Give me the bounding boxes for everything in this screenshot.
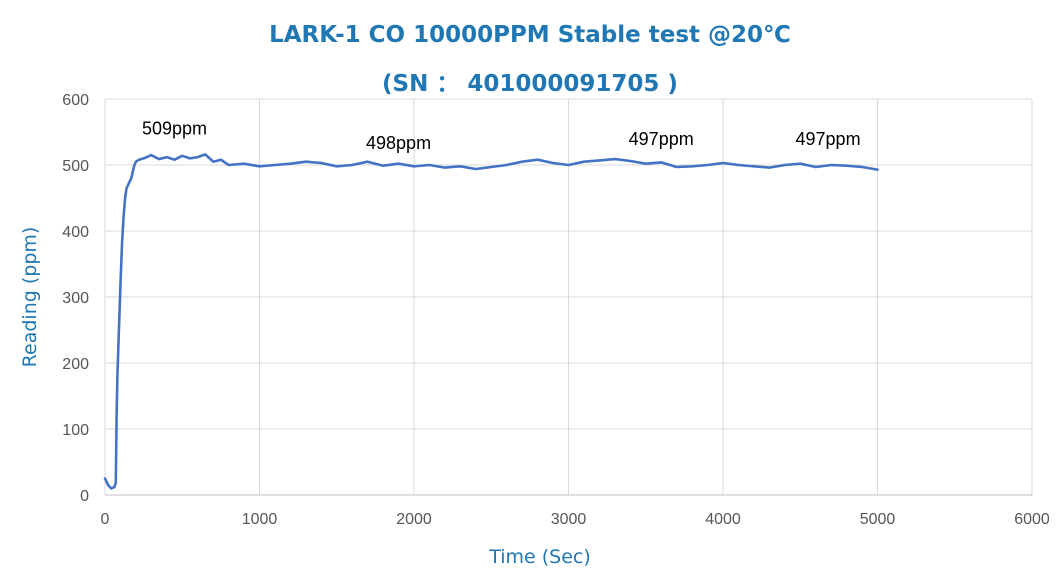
x-axis-ticks: 0 1000 2000 3000 4000 5000 6000 bbox=[101, 511, 1050, 528]
chart-title: LARK-1 CO 10000PPM Stable test @20℃ bbox=[269, 22, 791, 48]
x-tick-label: 0 bbox=[101, 511, 110, 528]
x-axis-label: Time (Sec) bbox=[488, 546, 591, 568]
series-line bbox=[103, 153, 879, 490]
y-tick-label: 0 bbox=[80, 488, 89, 505]
x-tick-label: 2000 bbox=[396, 511, 432, 528]
y-tick-label: 100 bbox=[62, 422, 89, 439]
value-annotation: 497ppm bbox=[629, 129, 694, 149]
y-tick-label: 400 bbox=[62, 224, 89, 241]
annotations: 509ppm 498ppm 497ppm 497ppm bbox=[142, 119, 861, 154]
y-tick-label: 500 bbox=[62, 158, 89, 175]
y-tick-label: 300 bbox=[62, 290, 89, 307]
series-lines bbox=[103, 153, 879, 490]
value-annotation: 498ppm bbox=[366, 133, 431, 153]
y-axis-label: Reading (ppm) bbox=[19, 227, 41, 368]
x-tick-label: 6000 bbox=[1014, 511, 1050, 528]
value-annotation: 509ppm bbox=[142, 119, 207, 139]
x-tick-label: 4000 bbox=[705, 511, 741, 528]
x-tick-label: 3000 bbox=[551, 511, 587, 528]
x-tick-label: 5000 bbox=[860, 511, 896, 528]
y-tick-label: 200 bbox=[62, 356, 89, 373]
value-annotation: 497ppm bbox=[796, 129, 861, 149]
y-tick-label: 600 bbox=[62, 92, 89, 109]
y-axis-ticks: 0 100 200 300 400 500 600 bbox=[62, 92, 89, 505]
grid-lines bbox=[104, 98, 1033, 496]
x-tick-label: 1000 bbox=[242, 511, 278, 528]
chart-subtitle: (SN ： 401000091705 ) bbox=[382, 71, 678, 97]
